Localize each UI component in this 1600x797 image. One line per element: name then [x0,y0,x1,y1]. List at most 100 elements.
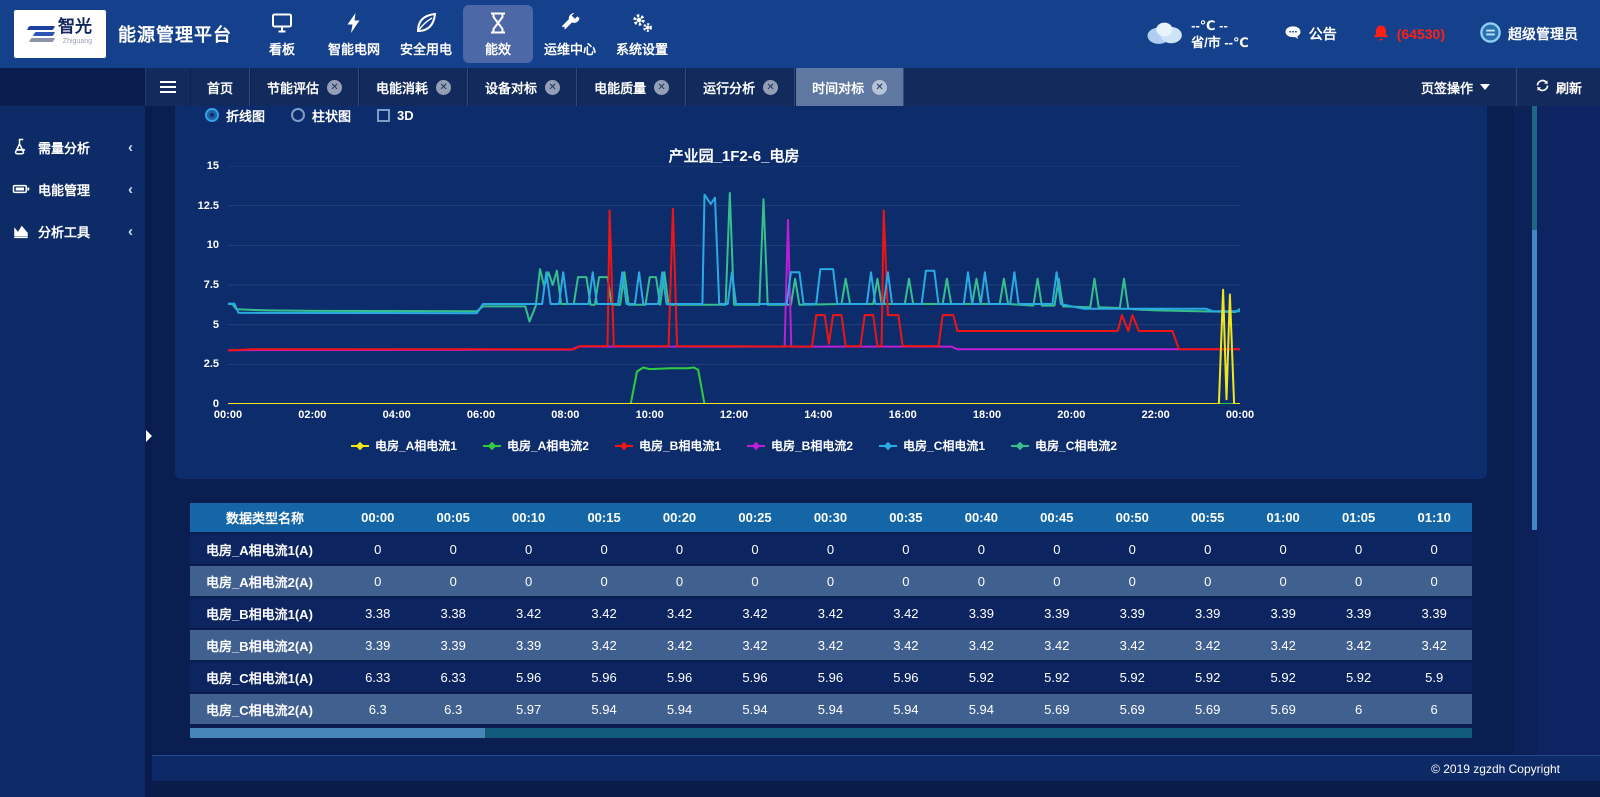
nav-item-1[interactable]: 看板 [247,5,317,63]
tab-7[interactable]: 时间对标 ✕ [795,68,904,106]
horizontal-scrollbar-thumb[interactable] [190,728,485,738]
row-value: 3.39 [1019,597,1094,629]
legend-item-电房_A相电流1[interactable]: 电房_A相电流1 [351,437,457,454]
legend-item-电房_C相电流2[interactable]: 电房_C相电流2 [1011,437,1117,454]
row-value: 3.42 [944,629,1019,661]
user-menu[interactable]: 超级管理员 [1479,21,1578,47]
tabbar-right: 页签操作 刷新 [1395,68,1600,106]
header-right: --℃ -- 省/市 --℃ 公告 (64530) 超级管理员 [1145,17,1600,51]
row-value: 0 [717,565,792,597]
tab-1[interactable]: 首页 [190,68,250,106]
row-value: 5.94 [793,693,868,725]
tab-label: 时间对标 [812,78,864,97]
legend-item-电房_B相电流2[interactable]: 电房_B相电流2 [747,437,853,454]
y-tick-label: 12.5 [198,200,219,212]
sidebar-item-label: 需量分析 [38,138,90,157]
legend-label: 电房_C相电流1 [903,437,985,454]
vertical-scrollbar[interactable] [1532,106,1537,755]
hourglass-icon [486,11,510,35]
weather-widget: --℃ -- 省/市 --℃ [1145,17,1249,51]
tab-4[interactable]: 设备对标✕ [468,68,577,106]
tab-close-icon[interactable]: ✕ [872,80,887,95]
nav-label: 运维中心 [544,39,596,58]
tab-close-icon[interactable]: ✕ [545,80,560,95]
legend-item-电房_B相电流1[interactable]: 电房_B相电流1 [615,437,721,454]
x-tick-label: 06:00 [467,409,495,421]
row-value: 3.42 [642,597,717,629]
tab-3[interactable]: 电能消耗✕ [359,68,468,106]
sidebar-item-1[interactable]: 需量分析 ‹ [0,126,145,168]
chevron-left-icon: ‹ [128,139,133,156]
nav-item-3[interactable]: 安全用电 [391,5,461,63]
flask-icon [12,138,30,156]
right-rail [1513,106,1600,755]
nav-item-4[interactable]: 能效 [463,5,533,63]
row-value: 0 [340,565,415,597]
tab-close-icon[interactable]: ✕ [327,80,342,95]
row-value: 0 [793,533,868,565]
sidebar-item-3[interactable]: 分析工具‹ [0,210,145,252]
x-tick-label: 12:00 [720,409,748,421]
tab-close-icon[interactable]: ✕ [436,80,451,95]
chart-type-radio-2[interactable]: 柱状图 [291,106,351,125]
x-tick-label: 08:00 [551,409,579,421]
toggle-3d-checkbox[interactable]: 3D [377,108,414,123]
legend-item-电房_C相电流1[interactable]: 电房_C相电流1 [879,437,985,454]
legend-label: 电房_A相电流2 [507,437,589,454]
logo[interactable]: 智光Zhiguang [14,10,106,58]
row-value: 5.92 [1245,661,1320,693]
row-value: 3.39 [1170,597,1245,629]
row-name: 电房_B相电流1(A) [190,597,340,629]
cloud-icon [1145,19,1185,49]
y-tick-label: 15 [207,160,219,172]
refresh-button[interactable]: 刷新 [1517,78,1600,97]
table-row-3: 电房_B相电流1(A)3.383.383.423.423.423.423.423… [190,597,1472,629]
notice-button[interactable]: 公告 [1283,23,1337,46]
horizontal-scrollbar[interactable] [190,728,1472,738]
row-value: 0 [642,565,717,597]
nav-item-5[interactable]: 运维中心 [535,5,605,63]
x-tick-label: 02:00 [298,409,326,421]
row-value: 0 [566,565,641,597]
tab-close-icon[interactable]: ✕ [654,80,669,95]
row-value: 0 [415,565,490,597]
menu-toggle-icon[interactable] [146,68,190,106]
nav-item-2[interactable]: 智能电网 [319,5,389,63]
tab-close-icon[interactable]: ✕ [763,80,778,95]
sidebar-item-label: 分析工具 [38,222,90,241]
logo-text: 智光Zhiguang [58,19,92,49]
row-value: 5.94 [566,693,641,725]
x-tick-label: 16:00 [889,409,917,421]
nav-item-6[interactable]: 系统设置 [607,5,677,63]
row-name: 电房_C相电流1(A) [190,661,340,693]
chart-type-radio-1[interactable]: 折线图 [205,106,265,125]
tab-2[interactable]: 节能评估✕ [250,68,359,106]
sidebar-item-2[interactable]: 电能管理‹ [0,168,145,210]
table-header-time: 00:10 [491,503,566,533]
tab-operations-dropdown[interactable]: 页签操作 [1395,78,1516,97]
row-value: 5.96 [566,661,641,693]
chart-legend: 电房_A相电流1 电房_A相电流2 电房_B相电流1 电房_B相电流2 电房_C相电流1… [228,437,1240,454]
row-value: 3.42 [1019,629,1094,661]
row-value: 3.39 [340,629,415,661]
row-value: 5.94 [944,693,1019,725]
x-tick-label: 00:00 [214,409,242,421]
row-value: 3.39 [944,597,1019,629]
row-value: 3.42 [491,597,566,629]
app-header: 智光Zhiguang 能源管理平台 看板智能电网安全用电能效运维中心系统设置 -… [0,0,1600,68]
tab-5[interactable]: 电能质量✕ [577,68,686,106]
row-value: 3.42 [566,629,641,661]
sidebar-splitter[interactable] [145,106,152,797]
row-value: 0 [944,565,1019,597]
row-value: 5.9 [1396,661,1472,693]
row-value: 5.92 [1170,661,1245,693]
vertical-scrollbar-thumb[interactable] [1532,230,1537,530]
area-chart-icon [12,222,30,240]
table-header-time: 01:10 [1396,503,1472,533]
tab-6[interactable]: 运行分析✕ [686,68,795,106]
legend-item-电房_A相电流2[interactable]: 电房_A相电流2 [483,437,589,454]
alarm-button[interactable]: (64530) [1371,23,1445,46]
table-row-5: 电房_C相电流1(A)6.336.335.965.965.965.965.965… [190,661,1472,693]
line-chart [228,166,1240,404]
row-value: 0 [491,533,566,565]
